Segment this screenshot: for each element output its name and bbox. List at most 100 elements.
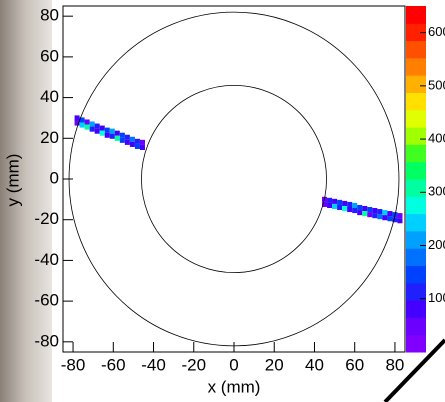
heat-cell — [392, 217, 398, 223]
heat-cell — [322, 201, 328, 207]
heat-cell — [347, 206, 353, 213]
heat-cell — [362, 205, 368, 212]
heat-cell — [347, 201, 353, 207]
heat-cell — [79, 122, 85, 128]
heat-cell — [89, 126, 95, 132]
heat-cell — [129, 141, 135, 147]
colorbar-band — [406, 265, 426, 284]
plot-area — [63, 6, 405, 352]
colorbar-band — [406, 75, 426, 93]
colorbar-band — [406, 6, 426, 24]
colorbar-band — [406, 213, 426, 232]
heat-cell — [109, 128, 115, 134]
x-axis-label: x (mm) — [208, 377, 261, 396]
heat-cell — [357, 210, 363, 216]
heat-cell — [109, 133, 115, 139]
heat-cell — [337, 204, 343, 211]
heat-cell — [89, 121, 95, 127]
colorbar-tick-label: 500 — [428, 77, 445, 92]
colorbar-band — [406, 300, 426, 318]
heat-cell — [139, 144, 145, 150]
x-tick-label: -40 — [141, 355, 166, 374]
heat-cell — [352, 202, 358, 209]
heat-cell — [362, 211, 368, 217]
colorbar-band — [406, 92, 426, 111]
heat-cell — [397, 218, 403, 224]
colorbar-band — [406, 317, 426, 336]
heat-cell — [372, 208, 378, 214]
heat-cell — [337, 199, 343, 205]
colorbar-band — [406, 179, 426, 197]
y-axis-label: y (mm) — [3, 154, 22, 207]
y-tick-label: 20 — [40, 128, 59, 147]
colorbar-tick-label: 200 — [428, 237, 445, 252]
colorbar-tick-label: 300 — [428, 184, 445, 199]
colorbar-band — [406, 109, 426, 128]
heat-cell — [367, 212, 373, 218]
heat-cell — [99, 130, 105, 136]
x-tick-label: 20 — [265, 355, 284, 374]
heat-cell — [372, 213, 378, 219]
heat-cell — [377, 214, 383, 220]
x-tick-label: 60 — [345, 355, 364, 374]
background-line — [383, 338, 445, 402]
colorbar-band — [406, 144, 426, 163]
heat-cell — [74, 120, 80, 126]
colorbar-tick-label: 100 — [428, 290, 445, 305]
heat-cell — [119, 132, 125, 138]
y-tick-label: -80 — [34, 331, 59, 350]
colorbar-band — [406, 127, 426, 145]
heat-cell — [74, 115, 80, 121]
colorbar-band — [406, 196, 426, 215]
heat-cell — [134, 138, 140, 144]
heat-cell — [94, 123, 100, 129]
background-photo — [0, 0, 52, 402]
heat-cell — [387, 211, 393, 217]
heat-cell — [99, 125, 105, 131]
heat-cell — [114, 130, 120, 136]
colorbar-tick-label: 400 — [428, 131, 445, 146]
heat-cell — [124, 139, 130, 145]
heat-cell — [357, 204, 363, 211]
colorbar-tick-label: 600 — [428, 24, 445, 39]
x-tick-label: 0 — [229, 355, 238, 374]
heat-cell — [327, 197, 333, 203]
colorbar-band — [406, 57, 426, 76]
x-tick-label: -20 — [181, 355, 206, 374]
colorbar-band — [406, 282, 426, 301]
y-tick-label: 0 — [50, 168, 59, 187]
colorbar-band — [406, 334, 426, 353]
heat-cell — [377, 209, 383, 215]
heat-cell — [327, 202, 333, 209]
heat-cell — [84, 119, 90, 125]
heat-cell — [94, 128, 100, 134]
heat-cell — [367, 206, 373, 213]
heat-cell — [104, 127, 110, 133]
x-tick-label: -80 — [61, 355, 86, 374]
colorbar-band — [406, 161, 426, 180]
colorbar-band — [406, 230, 426, 249]
circle-outline — [141, 84, 327, 274]
x-tick-label: 80 — [385, 355, 404, 374]
y-tick-label: 40 — [40, 87, 59, 106]
heat-cell — [382, 215, 388, 221]
y-tick-label: -60 — [34, 291, 59, 310]
x-tick-label: 40 — [305, 355, 324, 374]
heat-cell — [104, 132, 110, 138]
heat-cell — [129, 136, 135, 142]
colorbar-band — [406, 40, 426, 59]
colorbar-band — [406, 248, 426, 266]
heat-cell — [397, 213, 403, 219]
heat-cell — [332, 198, 338, 204]
heat-cell — [139, 139, 145, 145]
heat-cell — [342, 200, 348, 206]
colorbar-band — [406, 23, 426, 42]
y-tick-label: 60 — [40, 46, 59, 65]
heat-cell — [114, 135, 120, 141]
heat-cell — [342, 205, 348, 212]
y-tick-label: 80 — [40, 6, 59, 25]
heat-cell — [352, 208, 358, 214]
y-tick-label: -20 — [34, 209, 59, 228]
